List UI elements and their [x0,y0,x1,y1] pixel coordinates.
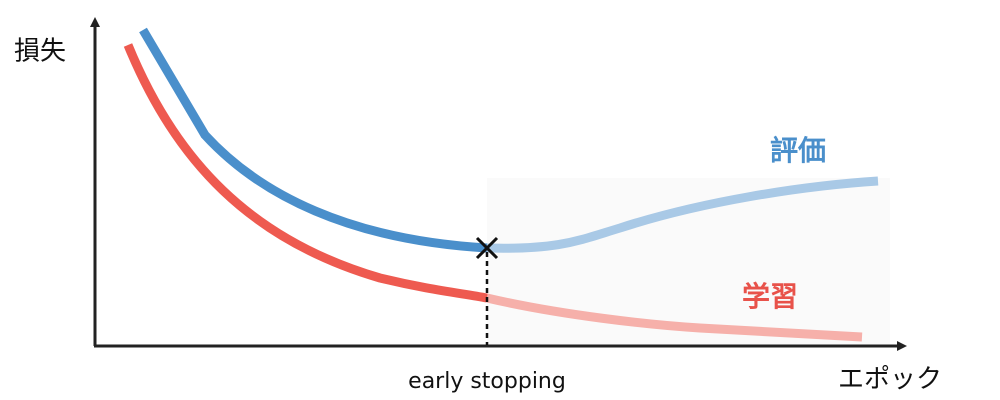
train-curve [123,43,488,303]
annotation: early stopping [408,369,566,394]
x-label: エポック [838,365,942,395]
y-label: 損失 [14,37,66,67]
eval-label: 評価 [770,134,826,167]
stop-marker [475,236,499,260]
eval-curve-after [486,176,879,253]
train-label: 学習 [742,280,798,313]
eval-curve [139,27,488,253]
after-region [487,178,890,345]
train-curve-after [485,293,863,342]
